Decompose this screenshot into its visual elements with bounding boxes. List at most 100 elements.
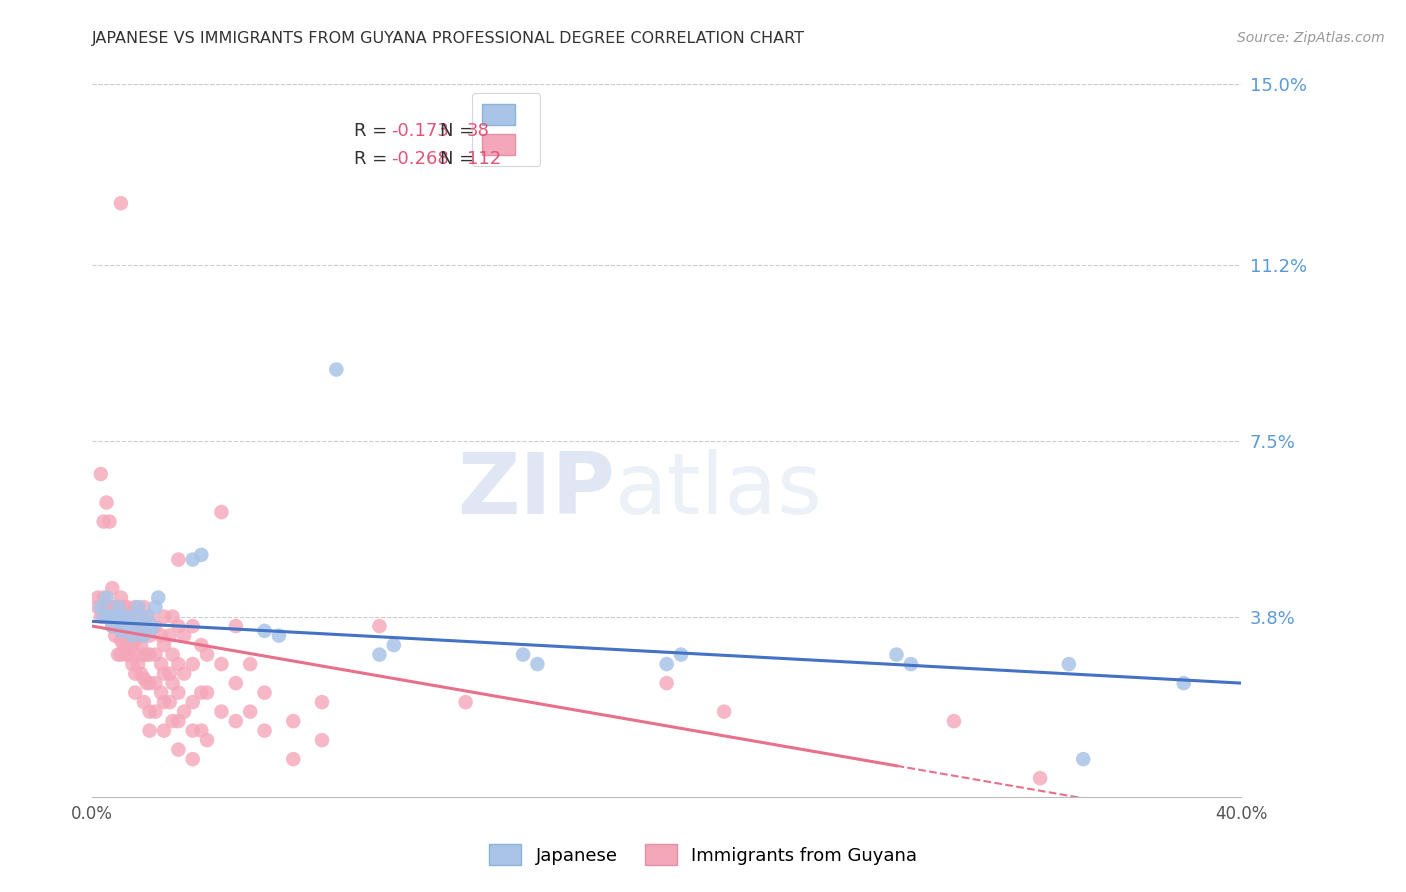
Point (118, 619, 141, 633)
Point (181, 657, 204, 672)
Text: ZIP: ZIP (457, 450, 614, 533)
Point (1057, 657, 1080, 672)
Point (190, 723, 212, 738)
Point (150, 657, 173, 672)
Point (135, 676, 157, 690)
Point (454, 695, 477, 709)
Point (110, 609, 132, 624)
Point (112, 619, 135, 633)
Point (153, 609, 176, 624)
Point (121, 657, 143, 672)
Point (159, 666, 181, 681)
Point (118, 629, 141, 643)
Point (713, 705, 735, 719)
Point (190, 685, 212, 699)
Point (87, 591, 110, 605)
Point (942, 714, 965, 728)
Point (132, 600, 155, 615)
Point (132, 629, 155, 643)
Point (225, 619, 247, 633)
Point (132, 695, 155, 709)
Point (132, 671, 155, 685)
Point (148, 591, 170, 605)
Point (239, 657, 262, 672)
Point (135, 648, 157, 662)
Legend: Japanese, Immigrants from Guyana: Japanese, Immigrants from Guyana (481, 837, 925, 872)
Point (512, 648, 534, 662)
Point (127, 600, 149, 615)
Point (110, 196, 132, 211)
Point (87, 600, 110, 615)
Point (209, 505, 232, 519)
Point (127, 609, 149, 624)
Text: R =: R = (354, 150, 394, 169)
Point (121, 638, 143, 652)
Point (110, 591, 132, 605)
Point (526, 657, 548, 672)
Point (110, 624, 132, 638)
Point (93, 609, 115, 624)
Point (138, 676, 160, 690)
Point (1071, 752, 1094, 766)
Point (173, 666, 195, 681)
Point (98, 600, 121, 615)
Point (181, 752, 204, 766)
Point (96, 600, 118, 615)
Point (98, 609, 121, 624)
Point (145, 676, 167, 690)
Point (90, 609, 112, 624)
Point (173, 705, 195, 719)
Point (118, 648, 141, 662)
Point (162, 676, 184, 690)
Point (283, 752, 305, 766)
Point (107, 600, 129, 615)
Point (121, 629, 143, 643)
Point (195, 733, 218, 747)
Point (368, 648, 391, 662)
Point (96, 609, 118, 624)
Point (127, 657, 149, 672)
Point (311, 695, 333, 709)
Point (145, 648, 167, 662)
Point (195, 648, 218, 662)
Point (150, 629, 173, 643)
Point (115, 648, 138, 662)
Point (153, 666, 176, 681)
Point (110, 648, 132, 662)
Point (129, 638, 152, 652)
Point (135, 619, 157, 633)
Point (115, 619, 138, 633)
Point (138, 723, 160, 738)
Point (124, 666, 146, 681)
Point (167, 657, 190, 672)
Point (190, 548, 212, 562)
Point (124, 600, 146, 615)
Text: 38: 38 (467, 122, 489, 140)
Point (253, 624, 276, 638)
Point (1029, 771, 1052, 785)
Point (173, 629, 195, 643)
Point (118, 609, 141, 624)
Point (90, 467, 112, 481)
Point (115, 609, 138, 624)
Point (124, 685, 146, 699)
Point (190, 638, 212, 652)
Text: -0.173: -0.173 (391, 122, 449, 140)
Point (225, 714, 247, 728)
Point (311, 733, 333, 747)
Text: JAPANESE VS IMMIGRANTS FROM GUYANA PROFESSIONAL DEGREE CORRELATION CHART: JAPANESE VS IMMIGRANTS FROM GUYANA PROFE… (91, 31, 804, 46)
Point (209, 705, 232, 719)
Point (159, 695, 181, 709)
Point (98, 515, 121, 529)
Point (115, 600, 138, 615)
Point (167, 619, 190, 633)
Point (159, 629, 181, 643)
Point (127, 629, 149, 643)
Point (110, 609, 132, 624)
Point (124, 609, 146, 624)
Point (167, 552, 190, 566)
Point (129, 619, 152, 633)
Point (669, 648, 692, 662)
Point (195, 685, 218, 699)
Text: Source: ZipAtlas.com: Source: ZipAtlas.com (1237, 31, 1385, 45)
